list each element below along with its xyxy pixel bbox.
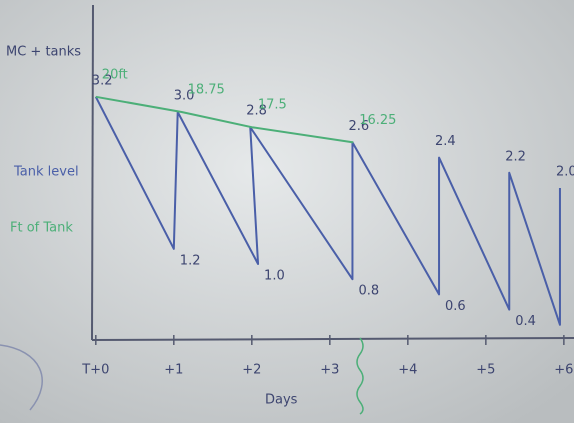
- data-label: 0.6: [445, 299, 466, 314]
- x-tick-label: +5: [476, 363, 495, 378]
- whiteboard: [0, 0, 574, 423]
- data-label: 1.0: [264, 269, 285, 284]
- data-label: 20ft: [102, 67, 128, 82]
- data-label: 18.75: [188, 83, 225, 98]
- data-label: 17.5: [258, 98, 287, 113]
- y-axis: [92, 5, 93, 340]
- data-label: 1.2: [180, 253, 201, 268]
- data-label: 0.8: [358, 284, 379, 299]
- x-tick-label: +3: [320, 363, 339, 378]
- y-axis-title: MC + tanks: [6, 45, 81, 60]
- x-tick-label: +1: [164, 363, 183, 378]
- series-label: Tank level: [13, 165, 79, 180]
- data-label: 2.4: [435, 134, 456, 149]
- data-label: 2.0: [556, 165, 574, 180]
- series-label: Ft of Tank: [10, 221, 73, 236]
- chart: MC + tanks Tank level Ft of Tank Days T+…: [0, 0, 574, 423]
- x-tick-label: +4: [398, 363, 417, 378]
- data-label: 2.2: [505, 149, 526, 164]
- x-tick-label: +2: [242, 363, 261, 378]
- x-tick-label: +6: [554, 363, 573, 378]
- x-tick-label: T+0: [81, 363, 109, 378]
- data-label: 16.25: [359, 113, 396, 128]
- x-axis-title: Days: [265, 393, 298, 408]
- data-label: 0.4: [515, 314, 536, 329]
